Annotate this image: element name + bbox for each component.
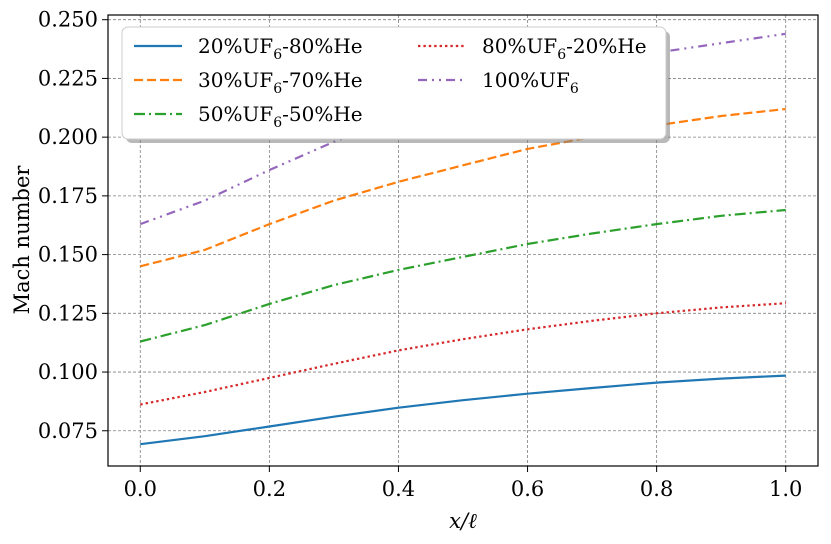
y-tick-label: 0.125 xyxy=(38,301,98,325)
legend-entries: 20%UF6-80%He 30%UF6-70%He 50%UF6-50%He 80%U… xyxy=(134,34,647,131)
series-line-2 xyxy=(140,107,786,268)
series-line-4 xyxy=(140,302,786,406)
ticks: 0.0 0.2 0.4 0.6 0.8 1.0 0.075 0.100 0.125 0.150 0.… xyxy=(38,8,803,501)
legend-label-1: 20%UF6-80%He xyxy=(198,34,363,63)
x-tick-label: 0.0 xyxy=(124,477,157,501)
y-tick-label: 0.175 xyxy=(38,184,98,208)
y-axis-label: Mach number xyxy=(10,165,34,315)
legend-label-2: 30%UF6-70%He xyxy=(198,68,363,97)
series-line-1 xyxy=(140,374,786,446)
x-tick-label: 1.0 xyxy=(769,477,802,501)
series-line-3 xyxy=(140,208,786,343)
series-layer xyxy=(139,32,786,446)
legend-box xyxy=(121,26,667,140)
y-tick-label: 0.100 xyxy=(38,360,98,384)
y-tick-label: 0.150 xyxy=(38,243,98,267)
y-tick-label: 0.250 xyxy=(38,8,98,32)
y-tick-label: 0.075 xyxy=(38,419,98,443)
plot-frame xyxy=(107,14,819,467)
y-tick-label: 0.225 xyxy=(38,66,98,90)
legend-label-4: 80%UF6-20%He xyxy=(482,34,647,63)
x-tick-label: 0.8 xyxy=(640,477,673,501)
y-tick-label: 0.200 xyxy=(38,125,98,149)
legend: 20%UF6-80%He 30%UF6-70%He 50%UF6-50%He 80%U… xyxy=(121,26,670,143)
legend-label-5: 100%UF6 xyxy=(482,68,579,97)
x-axis-label: x/ℓ xyxy=(449,509,477,533)
legend-label-3: 50%UF6-50%He xyxy=(198,102,363,131)
x-tick-label: 0.6 xyxy=(511,477,544,501)
x-tick-label: 0.4 xyxy=(382,477,415,501)
x-tick-label: 0.2 xyxy=(253,477,286,501)
series-line-5 xyxy=(139,32,786,226)
